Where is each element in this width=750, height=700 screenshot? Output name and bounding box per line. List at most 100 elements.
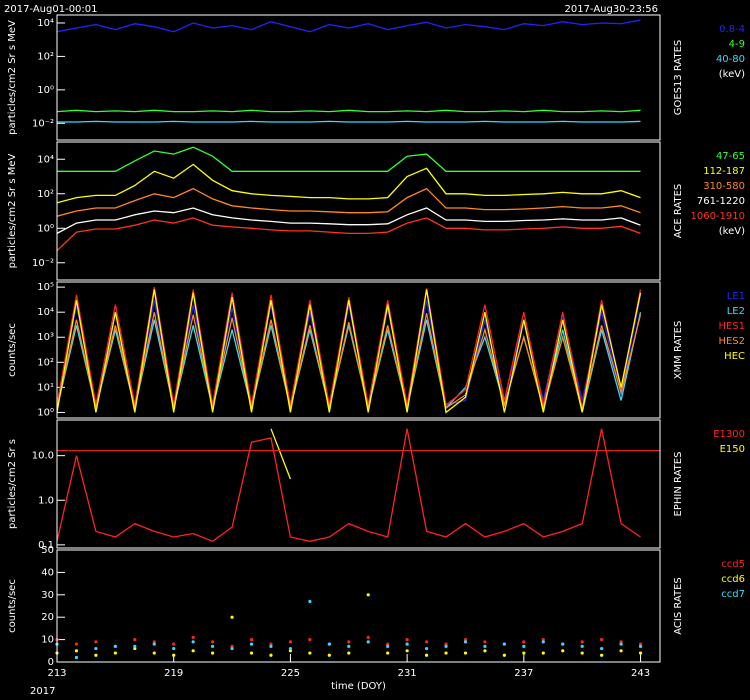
point: [424, 653, 429, 657]
point: [541, 651, 545, 655]
point: [249, 638, 254, 642]
point: [269, 644, 273, 648]
legend-entry: 112-187: [703, 166, 745, 177]
legend-entry: HEC: [724, 351, 745, 362]
legend-unit: (keV): [719, 69, 745, 80]
series-line: [57, 19, 641, 33]
point: [386, 644, 390, 648]
point: [74, 642, 79, 646]
legend-entry: 47-65: [716, 151, 745, 162]
y-tick-label: 10: [41, 635, 54, 646]
point: [269, 642, 273, 646]
y-tick-label: 20: [41, 612, 54, 623]
point: [366, 640, 370, 644]
point: [113, 644, 117, 648]
legend-entry: 40-80: [716, 54, 745, 65]
point: [522, 640, 526, 644]
point: [172, 646, 176, 651]
panel-frame: [56, 549, 661, 663]
point: [405, 649, 409, 653]
point: [483, 644, 487, 648]
legend-entry: 0.8-4: [719, 24, 745, 35]
point: [405, 638, 409, 642]
point: [561, 642, 565, 646]
point: [347, 651, 351, 655]
y-tick-label: 10⁻²: [32, 258, 54, 269]
y-tick-label: 40: [41, 567, 54, 578]
y-tick-label: 10⁰: [37, 407, 54, 418]
point: [308, 638, 312, 642]
legend-entry: HES1: [718, 321, 745, 332]
legend-entry: E150: [720, 444, 745, 455]
series-line: [57, 120, 641, 123]
point: [600, 646, 604, 651]
series-line: [57, 146, 641, 172]
point: [288, 649, 293, 653]
y-tick-label: 10³: [37, 332, 54, 343]
point: [463, 640, 468, 644]
point: [424, 646, 429, 651]
point: [191, 640, 195, 644]
y-axis-label: counts/sec: [7, 579, 18, 633]
point: [502, 653, 506, 657]
y-tick-label: 10⁵: [37, 282, 54, 293]
series-line: [270, 428, 292, 480]
series-line: [57, 163, 641, 204]
legend-entry: 1060-1910: [690, 211, 745, 222]
point: [94, 646, 98, 651]
x-tick-label: 213: [47, 668, 66, 679]
x-tick-label: 243: [631, 668, 650, 679]
point: [94, 640, 98, 644]
series-line: [57, 312, 642, 411]
end-date: 2017-Aug30-23:56: [564, 4, 658, 15]
series-line: [57, 207, 641, 234]
x-axis-label: time (DOY): [331, 681, 386, 692]
point: [269, 653, 273, 657]
series-line: [57, 289, 642, 414]
panel-title: XMM RATES: [673, 321, 684, 380]
legend-entry: ccd7: [721, 589, 745, 600]
point: [444, 651, 448, 655]
y-tick-label: 1.0: [38, 495, 54, 506]
point: [444, 644, 448, 648]
point: [522, 644, 526, 648]
point: [288, 640, 293, 644]
panel-title: GOES13 RATES: [673, 40, 684, 116]
point: [74, 649, 79, 653]
point: [133, 646, 137, 651]
point: [191, 649, 195, 653]
point: [211, 651, 215, 655]
y-tick-label: 10²: [37, 357, 54, 368]
y-tick-label: 10⁰: [37, 223, 54, 234]
point: [347, 640, 351, 644]
x-tick-label: 237: [514, 668, 533, 679]
y-axis-label: particles/cm2 Sr s: [7, 439, 18, 529]
point: [619, 640, 623, 644]
point: [424, 640, 429, 644]
point: [172, 642, 176, 646]
year: 2017: [30, 686, 55, 697]
panel-frame: [56, 281, 661, 419]
legend-entry: 310-580: [703, 181, 745, 192]
point: [249, 642, 254, 646]
point: [600, 653, 604, 657]
point: [580, 644, 584, 648]
point: [444, 642, 448, 646]
point: [502, 642, 506, 646]
legend-entry: E1300: [713, 429, 745, 440]
y-tick-label: 10²: [37, 51, 54, 62]
y-tick-label: 10⁰: [37, 85, 54, 96]
point: [74, 655, 79, 660]
panel-frame: [56, 141, 661, 281]
point: [230, 615, 234, 619]
y-tick-label: 0.1: [38, 540, 54, 551]
point: [113, 651, 117, 655]
point: [152, 651, 156, 655]
point: [152, 642, 156, 646]
legend-entry: 761-1220: [697, 196, 745, 207]
point: [172, 653, 176, 657]
point: [580, 640, 584, 644]
y-tick-label: 10⁴: [37, 154, 54, 165]
point: [600, 638, 604, 642]
